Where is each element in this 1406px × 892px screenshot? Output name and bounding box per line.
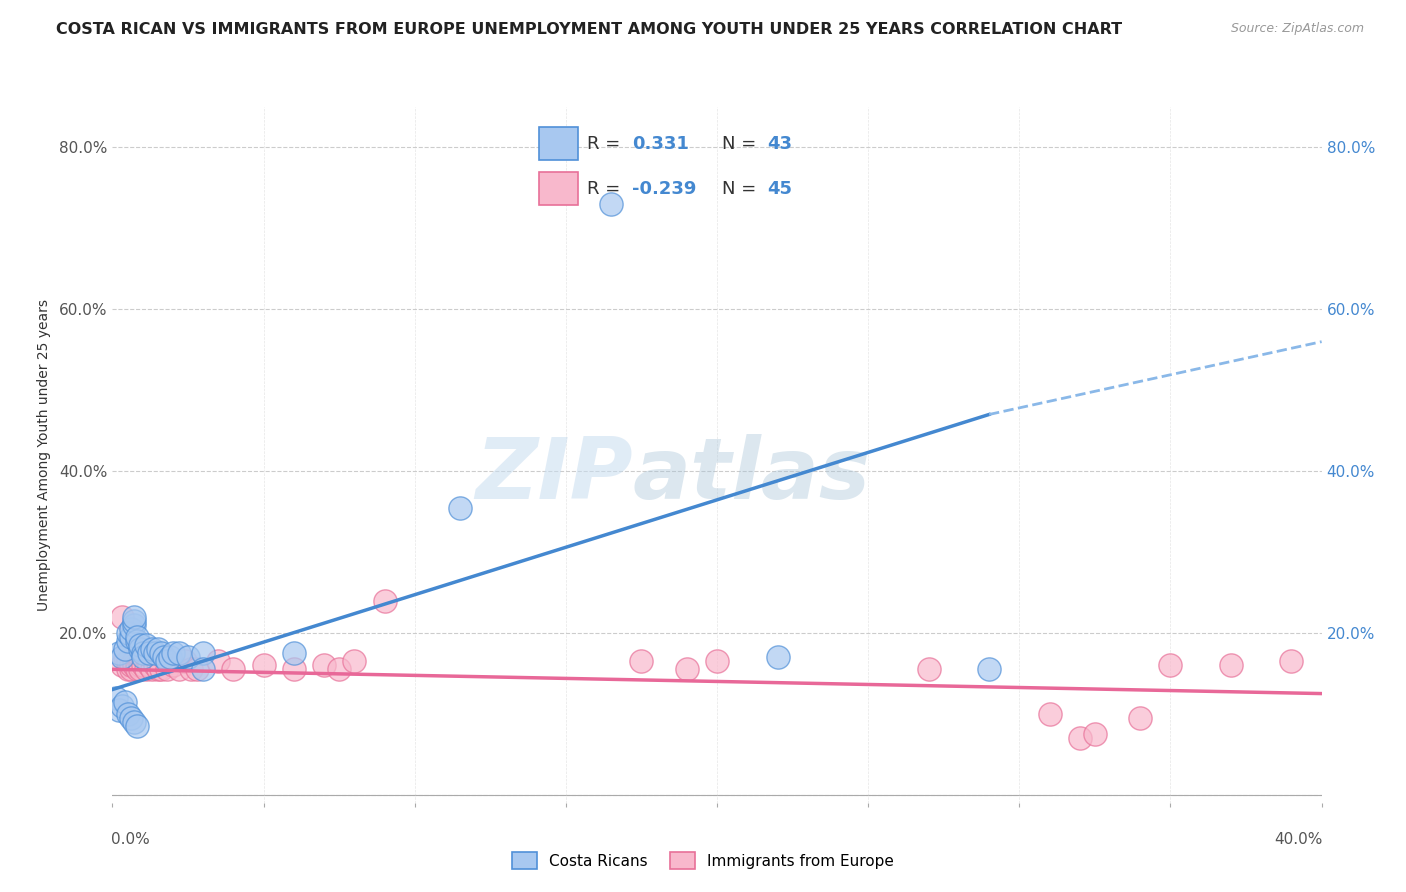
Point (110, 658, 132, 673)
Point (125, 634, 148, 648)
Point (156, 662, 179, 676)
Point (125, 662, 148, 676)
Point (766, 650, 789, 665)
Point (122, 609, 145, 624)
Point (122, 658, 145, 673)
Point (110, 609, 132, 624)
Point (977, 662, 1000, 676)
Point (120, 630, 142, 644)
Point (1084, 727, 1107, 741)
Point (128, 658, 150, 673)
Point (343, 654, 366, 668)
Point (1279, 654, 1302, 668)
Point (449, 500, 471, 515)
Point (675, 662, 697, 676)
Point (107, 703, 129, 717)
Text: Source: ZipAtlas.com: Source: ZipAtlas.com (1230, 22, 1364, 36)
Point (706, 654, 728, 668)
Point (117, 662, 139, 676)
Point (328, 662, 350, 676)
Point (146, 662, 169, 676)
Text: COSTA RICAN VS IMMIGRANTS FROM EUROPE UNEMPLOYMENT AMONG YOUTH UNDER 25 YEARS CO: COSTA RICAN VS IMMIGRANTS FROM EUROPE UN… (56, 22, 1122, 37)
Point (1220, 658, 1243, 673)
Point (132, 646, 155, 660)
Legend: Costa Ricans, Immigrants from Europe: Costa Ricans, Immigrants from Europe (506, 846, 900, 875)
Point (122, 714, 145, 729)
Point (125, 719, 148, 733)
Point (138, 646, 160, 660)
Point (120, 711, 142, 725)
Text: atlas: atlas (633, 434, 870, 517)
Text: 0.0%: 0.0% (111, 832, 150, 847)
Point (1038, 706, 1062, 721)
Point (117, 706, 139, 721)
Point (135, 638, 157, 652)
Point (174, 654, 197, 668)
Point (167, 646, 190, 660)
Point (283, 662, 305, 676)
Point (110, 698, 132, 713)
Point (630, 654, 652, 668)
Point (1159, 658, 1181, 673)
Point (1129, 711, 1152, 725)
Point (156, 654, 179, 668)
Point (114, 650, 136, 665)
Point (125, 630, 148, 644)
Point (122, 614, 145, 628)
Point (253, 658, 276, 673)
Point (120, 622, 142, 636)
Point (162, 646, 184, 660)
Point (122, 617, 145, 632)
Point (114, 695, 136, 709)
Point (207, 654, 229, 668)
Point (180, 662, 202, 676)
Y-axis label: Unemployment Among Youth under 25 years: Unemployment Among Youth under 25 years (37, 299, 51, 611)
Point (918, 662, 941, 676)
Point (141, 662, 163, 676)
Point (191, 646, 214, 660)
Point (117, 654, 139, 668)
Point (374, 593, 396, 607)
Point (149, 646, 172, 660)
Point (110, 650, 132, 665)
Point (143, 658, 166, 673)
Point (128, 662, 150, 676)
Point (283, 646, 305, 660)
Point (222, 662, 245, 676)
Point (162, 658, 184, 673)
Point (135, 662, 157, 676)
Point (1069, 731, 1091, 745)
Point (146, 642, 169, 657)
Point (177, 650, 200, 665)
Point (141, 642, 163, 657)
Point (167, 662, 190, 676)
Point (120, 662, 142, 676)
Point (125, 658, 148, 673)
Point (132, 658, 155, 673)
Point (314, 658, 336, 673)
Point (132, 650, 155, 665)
Point (104, 690, 127, 705)
Point (128, 642, 150, 657)
Point (149, 662, 172, 676)
Point (138, 658, 160, 673)
Point (117, 634, 139, 648)
Point (159, 650, 181, 665)
Point (153, 650, 176, 665)
Text: ZIP: ZIP (475, 434, 633, 517)
Point (107, 646, 129, 660)
Point (128, 638, 150, 652)
Point (191, 662, 214, 676)
Point (600, 197, 623, 211)
Point (122, 654, 145, 668)
Point (186, 662, 208, 676)
Point (143, 646, 166, 660)
Point (120, 658, 142, 673)
Text: 40.0%: 40.0% (1274, 832, 1323, 847)
Point (114, 642, 136, 657)
Point (117, 626, 139, 640)
